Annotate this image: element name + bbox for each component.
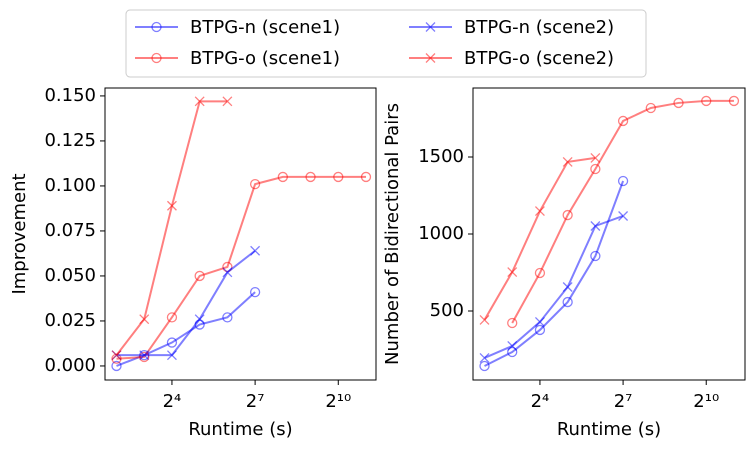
marker [590,152,601,163]
marker [139,350,150,361]
marker [139,351,150,363]
y-tick-label: 1000 [418,223,464,244]
series-line [484,215,624,359]
marker [534,206,545,217]
y-tick-label: 1500 [418,146,464,167]
y-tick-label: 0.025 [44,310,96,331]
marker [249,286,261,298]
marker [194,314,205,325]
series-line [116,249,256,357]
marker [618,211,629,221]
x-tick-label: 2⁴ [163,391,182,412]
marker [250,245,261,256]
legend-label: BTPG-n (scene1) [190,17,340,38]
marker [333,171,344,183]
x-tick-label: 2¹⁰ [325,391,351,412]
marker [562,282,573,292]
marker [479,353,490,363]
legend-marker [425,53,436,63]
series-line [484,180,625,367]
marker [139,314,150,325]
marker [617,115,629,127]
axes-frame [472,87,746,381]
marker [534,316,545,327]
marker [305,171,316,183]
marker [673,97,684,109]
marker [507,346,518,358]
legend-label: BTPG-n (scene2) [464,17,614,38]
x-tick-label: 2⁷ [246,391,265,412]
x-tick-label: 2⁷ [614,391,633,412]
marker [222,267,233,278]
x-tick-label: 2¹⁰ [693,391,719,412]
marker [166,337,178,348]
marker [194,270,205,282]
marker [590,250,601,262]
marker [166,200,177,211]
marker [277,171,288,183]
y-tick-label: 0.050 [44,265,96,286]
marker [562,156,573,167]
series-line [511,99,734,324]
legend-marker [425,22,436,32]
y-tick-label: 0.100 [44,175,96,196]
y-tick-label: 500 [430,300,464,321]
y-axis-label: Improvement [9,173,30,294]
marker [701,95,712,107]
marker [479,360,490,372]
marker [249,178,261,190]
legend-label: BTPG-o (scene1) [190,48,340,69]
marker [617,175,629,187]
axes-frame [104,87,377,381]
marker [166,350,177,361]
marker [534,267,546,279]
marker [534,324,546,336]
y-tick-label: 0.150 [44,85,96,106]
y-tick-label: 0.075 [44,220,96,241]
marker [111,350,122,361]
legend-marker [151,52,162,64]
marker [194,96,205,107]
marker [222,312,233,323]
marker [507,341,518,351]
marker [479,314,490,325]
marker [562,296,573,308]
legend-label: BTPG-o (scene2) [464,48,614,69]
marker [645,102,656,114]
marker [360,171,372,183]
marker [562,209,573,221]
marker [111,360,122,372]
series-line [483,156,596,321]
x-axis-label: Runtime (s) [557,419,661,440]
marker [590,221,601,231]
marker [728,95,740,107]
y-tick-label: 0.000 [44,355,96,376]
y-tick-label: 0.125 [44,130,96,151]
marker [222,96,233,107]
marker [590,163,601,175]
y-axis-label: Number of Bidirectional Pairs [382,103,403,365]
legend-marker [151,21,162,33]
x-axis-label: Runtime (s) [188,419,292,440]
x-tick-label: 2⁴ [531,391,550,412]
legend-box [125,9,647,78]
marker [507,267,518,277]
marker [507,317,518,329]
marker [166,312,178,323]
series-line [116,175,366,360]
